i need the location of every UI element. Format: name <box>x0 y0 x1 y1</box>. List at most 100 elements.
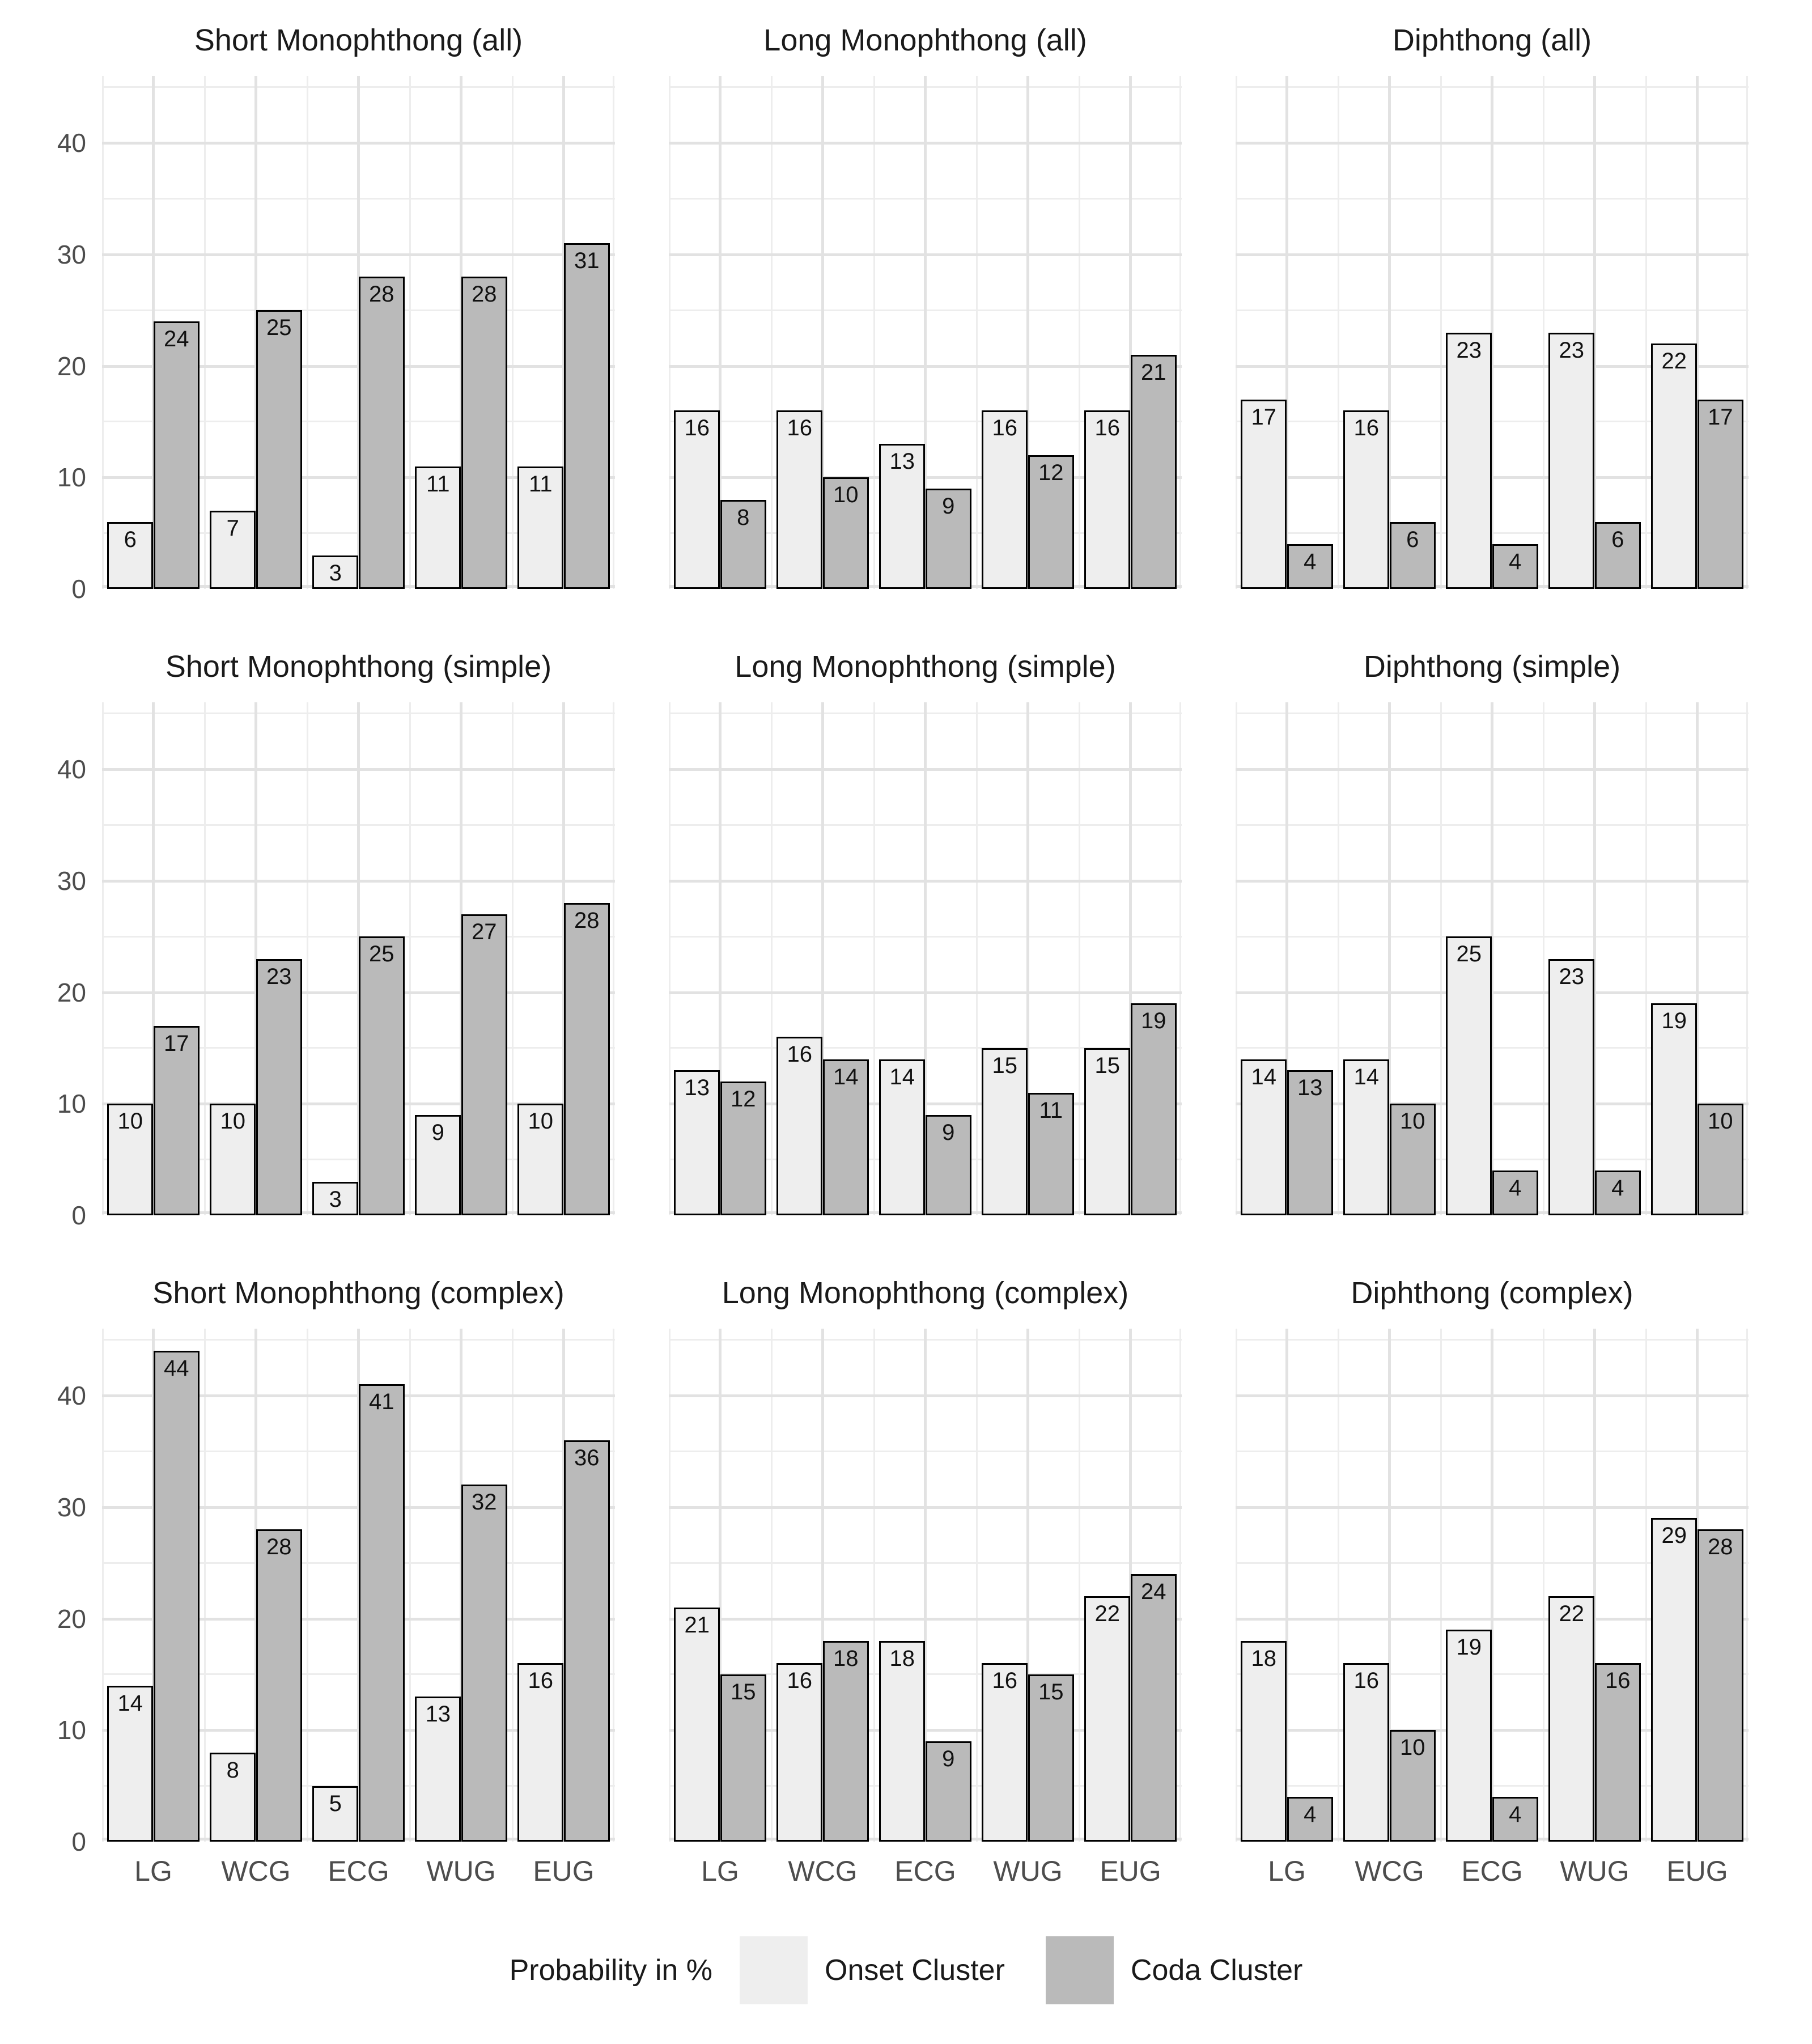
bar-value-label: 16 <box>684 415 710 441</box>
bar-value-label: 22 <box>1559 1601 1585 1627</box>
y-tick-label: 40 <box>57 754 86 784</box>
bar-value-label: 44 <box>163 1356 189 1381</box>
grid-line-major <box>1129 76 1132 589</box>
x-tick-label: LG <box>134 1855 172 1887</box>
y-tick-label: 10 <box>57 1089 86 1119</box>
grid-line-minor <box>770 76 773 589</box>
chart-row-all: 0 10 20 30 40 Short Monophthong (all) 6 7 3 11 1… <box>0 12 1812 604</box>
onset-cluster-bar <box>415 1114 461 1215</box>
bar-value-label: 14 <box>889 1064 915 1089</box>
coda-cluster-bar <box>1287 544 1333 589</box>
coda-cluster-bar <box>1130 1003 1177 1215</box>
bar-value-label: 31 <box>574 248 600 274</box>
bar-value-label: 24 <box>1140 1579 1166 1604</box>
grid-line-minor <box>975 76 978 589</box>
grid-line-minor <box>669 76 671 589</box>
onset-cluster-bar <box>1084 410 1131 589</box>
grid-line-minor <box>612 1329 614 1842</box>
onset-cluster-bar <box>1241 399 1287 589</box>
x-tick-label: WCG <box>788 1855 858 1887</box>
onset-cluster-bar <box>312 1786 359 1842</box>
grid-line-minor <box>669 702 671 1215</box>
plot-area: 21 16 18 16 22 15 18 9 15 24 <box>669 1329 1182 1842</box>
y-tick-label: 20 <box>57 351 86 381</box>
y-axis-ticks: 0 10 20 30 40 <box>0 702 102 1230</box>
bar-value-label: 23 <box>266 964 292 989</box>
grid-line-minor <box>1337 76 1339 589</box>
onset-cluster-bar <box>517 1104 564 1215</box>
bar-value-label: 19 <box>1456 1635 1482 1660</box>
bar-value-label: 3 <box>329 560 342 586</box>
bar-value-label: 12 <box>730 1086 756 1112</box>
coda-cluster-bar <box>1697 399 1743 589</box>
grid-line-minor <box>612 702 614 1215</box>
panel-title: Short Monophthong (all) <box>194 23 523 57</box>
grid-line-major <box>821 1329 824 1842</box>
bar-value-label: 36 <box>574 1445 600 1470</box>
bar-value-label: 10 <box>528 1109 554 1134</box>
grid-line-major <box>1696 76 1699 589</box>
bar-value-label: 14 <box>1251 1064 1277 1089</box>
y-tick-label: 40 <box>57 1381 86 1411</box>
grid-line-minor <box>1078 702 1080 1215</box>
onset-cluster-bar <box>517 1663 564 1842</box>
y-axis: 0 10 20 30 40 <box>0 639 102 1230</box>
legend-title: Probability in % <box>509 1954 713 1987</box>
onset-cluster-bar <box>879 1059 926 1215</box>
bar-value-label: 28 <box>368 282 394 307</box>
bar-value-label: 28 <box>574 908 600 934</box>
plot-area: 18 16 19 22 29 4 10 4 16 28 <box>1236 1329 1749 1842</box>
coda-cluster-bar <box>1492 544 1538 589</box>
grid-line-minor <box>873 702 875 1215</box>
grid-line-major <box>1593 702 1596 1215</box>
coda-cluster-bar <box>1028 455 1074 589</box>
grid-line-minor <box>1236 76 1237 589</box>
panel-diphthong-complex: Diphthong (complex) 18 16 19 22 29 4 10 4 16 28 L… <box>1236 1265 1749 1893</box>
bar-value-label: 16 <box>787 1668 813 1694</box>
onset-cluster-bar <box>1343 1059 1390 1215</box>
bar-value-label: 6 <box>1406 527 1419 552</box>
grid-line-major <box>924 702 927 1215</box>
coda-cluster-bar <box>925 488 971 589</box>
bar-value-label: 19 <box>1140 1008 1166 1034</box>
grid-line-minor <box>102 1329 104 1842</box>
y-tick-label: 30 <box>57 1492 86 1522</box>
bar-value-label: 10 <box>117 1109 143 1134</box>
grid-line-minor <box>1645 1329 1647 1842</box>
coda-cluster-bar <box>1389 1104 1436 1215</box>
bar-value-label: 17 <box>1251 404 1277 430</box>
coda-cluster-bar <box>1492 1797 1538 1842</box>
onset-cluster-bar <box>415 1697 461 1842</box>
grid-line-minor <box>409 702 411 1215</box>
grid-line-major <box>1129 702 1132 1215</box>
coda-cluster-bar <box>153 1025 200 1215</box>
x-tick-label: LG <box>701 1855 739 1887</box>
grid-line-minor <box>975 702 978 1215</box>
x-tick-label: WCG <box>221 1855 291 1887</box>
grid-line-major <box>1285 702 1288 1215</box>
y-axis-ticks: 0 10 20 30 40 <box>0 76 102 604</box>
bar-value-label: 21 <box>684 1612 710 1638</box>
x-axis-labels: LG WCG ECG WUG EUG <box>669 1842 1182 1893</box>
onset-cluster-bar <box>517 466 564 589</box>
legend-item-onset: Onset Cluster <box>740 1936 1005 2004</box>
coda-cluster-bar <box>1287 1070 1333 1215</box>
bar-value-label: 16 <box>992 415 1018 441</box>
plot-area: 14 14 25 23 19 13 10 4 4 10 <box>1236 702 1749 1215</box>
bar-value-label: 17 <box>163 1031 189 1056</box>
grid-line-minor <box>669 1329 671 1842</box>
bar-value-label: 15 <box>1038 1679 1064 1704</box>
coda-cluster-bar <box>1130 354 1177 589</box>
grid-line-minor <box>203 1329 206 1842</box>
coda-cluster-bar <box>720 1081 766 1215</box>
onset-cluster-bar <box>107 1104 154 1215</box>
x-tick-label: ECG <box>1461 1855 1523 1887</box>
bar-value-label: 29 <box>1661 1523 1687 1549</box>
y-axis: 0 10 20 30 40 <box>0 1265 102 1856</box>
coda-cluster-bar <box>1389 1730 1436 1842</box>
faceted-bar-chart-figure: 0 10 20 30 40 Short Monophthong (all) 6 7 3 11 1… <box>0 12 1812 2013</box>
bar-value-label: 16 <box>1605 1668 1631 1694</box>
y-tick-label: 30 <box>57 239 86 269</box>
coda-cluster-bar <box>358 1384 405 1842</box>
onset-cluster-bar <box>1548 1596 1595 1842</box>
